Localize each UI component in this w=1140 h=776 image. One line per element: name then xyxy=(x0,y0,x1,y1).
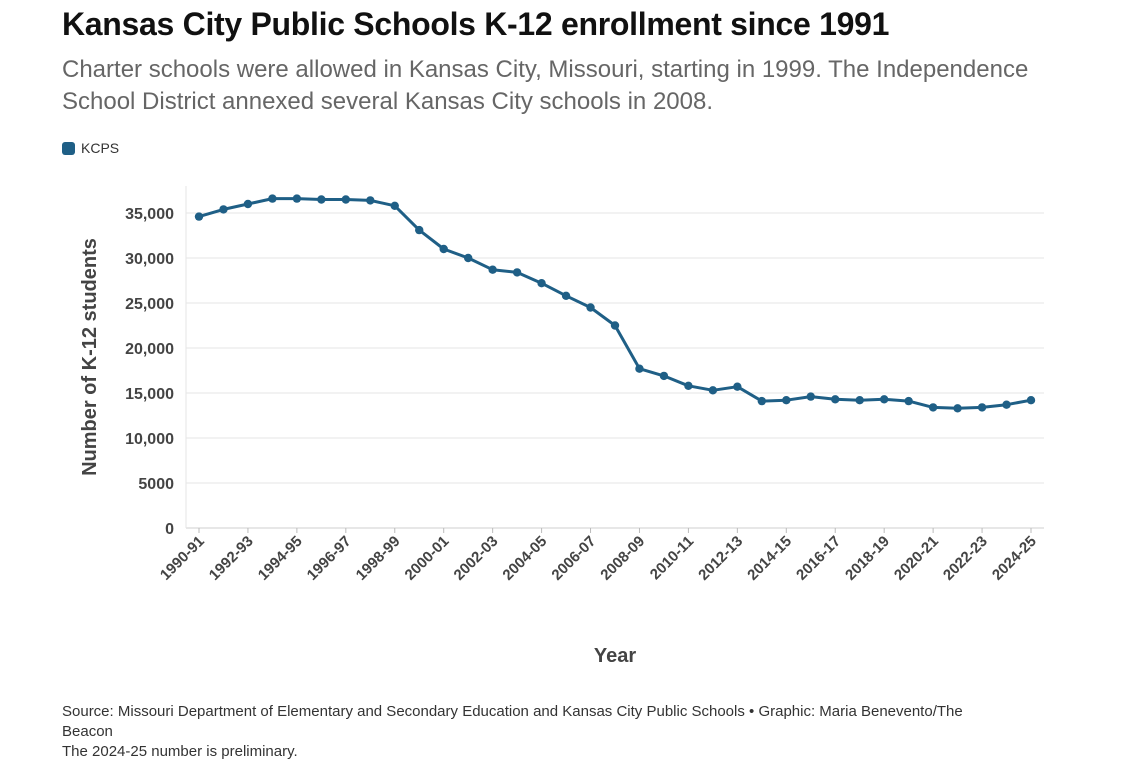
x-tick-label: 1998-99 xyxy=(353,533,404,584)
x-tick-label: 1994-95 xyxy=(255,533,306,584)
data-point xyxy=(635,364,644,373)
preliminary-note: The 2024-25 number is preliminary. xyxy=(62,743,298,760)
x-tick-label: 2018-19 xyxy=(842,533,893,584)
legend-swatch xyxy=(62,141,75,155)
x-tick-label: 2006-07 xyxy=(548,533,599,584)
data-point xyxy=(512,268,522,277)
data-point xyxy=(366,196,375,205)
x-tick-label: 2000-01 xyxy=(402,533,453,584)
footer: Source: Missouri Department of Elementar… xyxy=(62,702,982,762)
x-tick-label: 2002-03 xyxy=(451,533,502,584)
data-point xyxy=(733,382,742,391)
data-point xyxy=(977,403,987,412)
data-point xyxy=(782,396,791,405)
x-tick-label: 1996-97 xyxy=(304,533,355,584)
y-tick-label: 5000 xyxy=(138,476,174,493)
data-point xyxy=(537,279,546,288)
data-point xyxy=(341,195,351,204)
data-point xyxy=(390,201,399,210)
data-point xyxy=(879,395,889,404)
data-point xyxy=(194,212,204,221)
data-point xyxy=(928,403,938,412)
source-note: Source: Missouri Department of Elementar… xyxy=(62,703,963,740)
grid-lines xyxy=(185,186,1044,529)
y-tick-label: 25,000 xyxy=(125,296,174,313)
data-point xyxy=(953,404,962,413)
chart-title: Kansas City Public Schools K-12 enrollme… xyxy=(62,6,890,42)
data-point xyxy=(855,396,864,405)
data-point xyxy=(806,392,815,401)
data-point xyxy=(1026,396,1036,405)
x-tick-label: 2012-13 xyxy=(695,533,746,584)
y-tick-label: 20,000 xyxy=(125,341,174,358)
data-point xyxy=(561,291,571,300)
data-point xyxy=(831,395,840,404)
data-point xyxy=(1002,400,1011,409)
data-point xyxy=(243,199,253,209)
data-point xyxy=(439,244,448,254)
chart-subtitle: Charter schools were allowed in Kansas C… xyxy=(62,56,1029,115)
x-tick-label: 2022-23 xyxy=(940,533,991,584)
y-tick-label: 10,000 xyxy=(125,431,174,448)
data-point xyxy=(757,396,767,406)
x-axis-ticks: 1990-911992-931994-951996-971998-992000-… xyxy=(157,528,1040,584)
y-tick-label: 30,000 xyxy=(125,251,174,268)
data-point xyxy=(684,381,693,390)
data-point xyxy=(463,253,473,263)
y-axis-label: Number of K-12 students xyxy=(79,238,101,476)
x-tick-label: 2014-15 xyxy=(744,533,795,584)
x-tick-label: 1990-91 xyxy=(157,533,208,584)
line-chart: 0 5000 10,000 15,000 20,000 25,000 30,000 35,00… xyxy=(79,186,1044,667)
data-point xyxy=(415,225,424,235)
legend-label: KCPS xyxy=(81,140,120,156)
data-point xyxy=(610,321,620,330)
x-tick-label: 2010-11 xyxy=(647,533,697,583)
x-tick-label: 2024-25 xyxy=(989,533,1040,584)
series-kcps xyxy=(194,194,1036,413)
data-point xyxy=(292,194,302,203)
data-point xyxy=(219,205,228,214)
data-point xyxy=(586,303,595,312)
x-tick-label: 1992-93 xyxy=(206,533,257,584)
data-point xyxy=(317,195,326,204)
legend: KCPS xyxy=(62,140,119,156)
data-point xyxy=(659,371,669,381)
y-tick-label: 15,000 xyxy=(125,386,174,403)
data-point xyxy=(268,194,277,203)
data-point xyxy=(708,386,718,395)
x-tick-label: 2020-21 xyxy=(891,533,942,584)
x-tick-label: 2016-17 xyxy=(793,533,844,584)
y-axis-ticks: 0 5000 10,000 15,000 20,000 25,000 30,000 35,00… xyxy=(125,206,174,538)
x-axis-label: Year xyxy=(594,645,636,667)
data-point xyxy=(488,265,497,274)
y-tick-label: 0 xyxy=(165,521,174,538)
x-tick-label: 2004-05 xyxy=(499,533,550,584)
y-tick-label: 35,000 xyxy=(125,206,174,223)
data-point xyxy=(904,396,913,406)
x-tick-label: 2008-09 xyxy=(597,533,648,584)
